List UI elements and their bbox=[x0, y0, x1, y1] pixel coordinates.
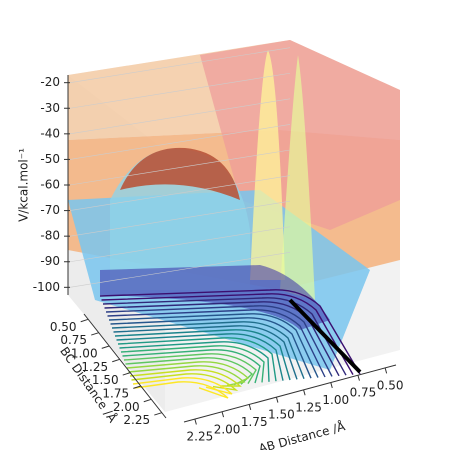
contour-line bbox=[126, 361, 250, 386]
z-tick-label: -40 bbox=[40, 126, 60, 140]
y-tick bbox=[154, 412, 162, 416]
contour-line bbox=[114, 329, 291, 381]
z-tick-label: -80 bbox=[40, 229, 60, 243]
grid-line bbox=[69, 226, 291, 263]
x-tick-label: 2.25 bbox=[187, 430, 214, 444]
z-axis-label: V/kcal.mol⁻¹ bbox=[17, 148, 31, 222]
contour-line bbox=[101, 293, 354, 375]
contour-line bbox=[132, 377, 233, 395]
x-axis-label: AB Distance /Å bbox=[257, 418, 347, 450]
grid-line bbox=[69, 200, 291, 237]
x-tick-label: 1.75 bbox=[241, 415, 268, 429]
contour-line bbox=[128, 365, 246, 387]
y-tick bbox=[133, 385, 141, 389]
contour-line bbox=[108, 313, 319, 378]
grid-line bbox=[69, 149, 291, 186]
y-tick bbox=[143, 398, 152, 403]
y-tick bbox=[112, 358, 120, 363]
y-tick-label: 2.25 bbox=[123, 413, 150, 427]
x-tick bbox=[330, 382, 333, 389]
z-tick-label: -30 bbox=[40, 101, 60, 115]
y-tick-label: 0.75 bbox=[60, 333, 87, 347]
contour-line bbox=[134, 381, 229, 399]
y-tick-label: 1.25 bbox=[81, 360, 108, 374]
y-tick bbox=[91, 332, 99, 336]
contour-line bbox=[113, 325, 298, 380]
z-tick-label: -70 bbox=[40, 203, 60, 217]
contour-line bbox=[99, 289, 361, 375]
contour-line bbox=[116, 333, 284, 381]
x-tick-label: 1.50 bbox=[268, 408, 295, 422]
surface-peak bbox=[280, 55, 315, 300]
x-tick bbox=[303, 389, 306, 396]
contour-line bbox=[123, 353, 257, 384]
x-tick-label: 1.25 bbox=[295, 400, 322, 414]
grid-line bbox=[69, 72, 291, 109]
x-tick-label: 0.50 bbox=[377, 378, 404, 392]
x-tick-label: 0.75 bbox=[350, 386, 377, 400]
contour-line bbox=[117, 337, 277, 382]
y-tick-label: 1.00 bbox=[71, 347, 98, 361]
contour-line bbox=[125, 357, 254, 385]
contour-line bbox=[122, 349, 261, 384]
grid-line bbox=[69, 252, 291, 288]
x-tick bbox=[194, 418, 197, 425]
contour-line bbox=[131, 373, 239, 392]
x-tick bbox=[221, 411, 225, 418]
y-tick bbox=[80, 318, 89, 323]
surface-peak bbox=[250, 50, 285, 280]
z-tick-label: -90 bbox=[40, 254, 60, 268]
surface-top bbox=[120, 147, 240, 200]
z-tick-label: -50 bbox=[40, 152, 60, 166]
contour-line bbox=[110, 317, 312, 379]
grid-line bbox=[69, 98, 291, 135]
contour-line bbox=[120, 345, 265, 383]
y-tick-label: 1.75 bbox=[102, 387, 129, 401]
x-tick bbox=[248, 404, 252, 410]
surface-valley bbox=[100, 265, 330, 330]
y-tick bbox=[122, 372, 131, 376]
y-tick bbox=[101, 345, 110, 349]
contour-line bbox=[105, 305, 333, 377]
contour-line bbox=[111, 321, 305, 380]
z-tick-label: -100 bbox=[33, 280, 60, 294]
x-tick bbox=[357, 375, 360, 381]
y-tick-label: 1.50 bbox=[92, 373, 119, 387]
x-tick bbox=[275, 397, 279, 403]
contours bbox=[99, 289, 362, 399]
x-tick bbox=[384, 367, 388, 374]
x-tick-label: 1.00 bbox=[322, 393, 349, 407]
x-axis bbox=[183, 364, 397, 423]
z-tick-label: -20 bbox=[40, 75, 60, 89]
contour-line bbox=[129, 369, 242, 387]
y-tick-label: 0.50 bbox=[50, 320, 77, 334]
grid-line bbox=[69, 124, 291, 160]
grid-line bbox=[69, 175, 291, 211]
grid-line bbox=[69, 47, 291, 83]
z-tick-label: -60 bbox=[40, 178, 60, 192]
x-tick-label: 2.00 bbox=[214, 422, 241, 436]
y-axis bbox=[83, 313, 167, 419]
contour-line bbox=[119, 341, 270, 382]
y-tick-label: 2.00 bbox=[113, 400, 140, 414]
contour-line bbox=[107, 309, 326, 378]
reaction-path bbox=[288, 298, 362, 374]
